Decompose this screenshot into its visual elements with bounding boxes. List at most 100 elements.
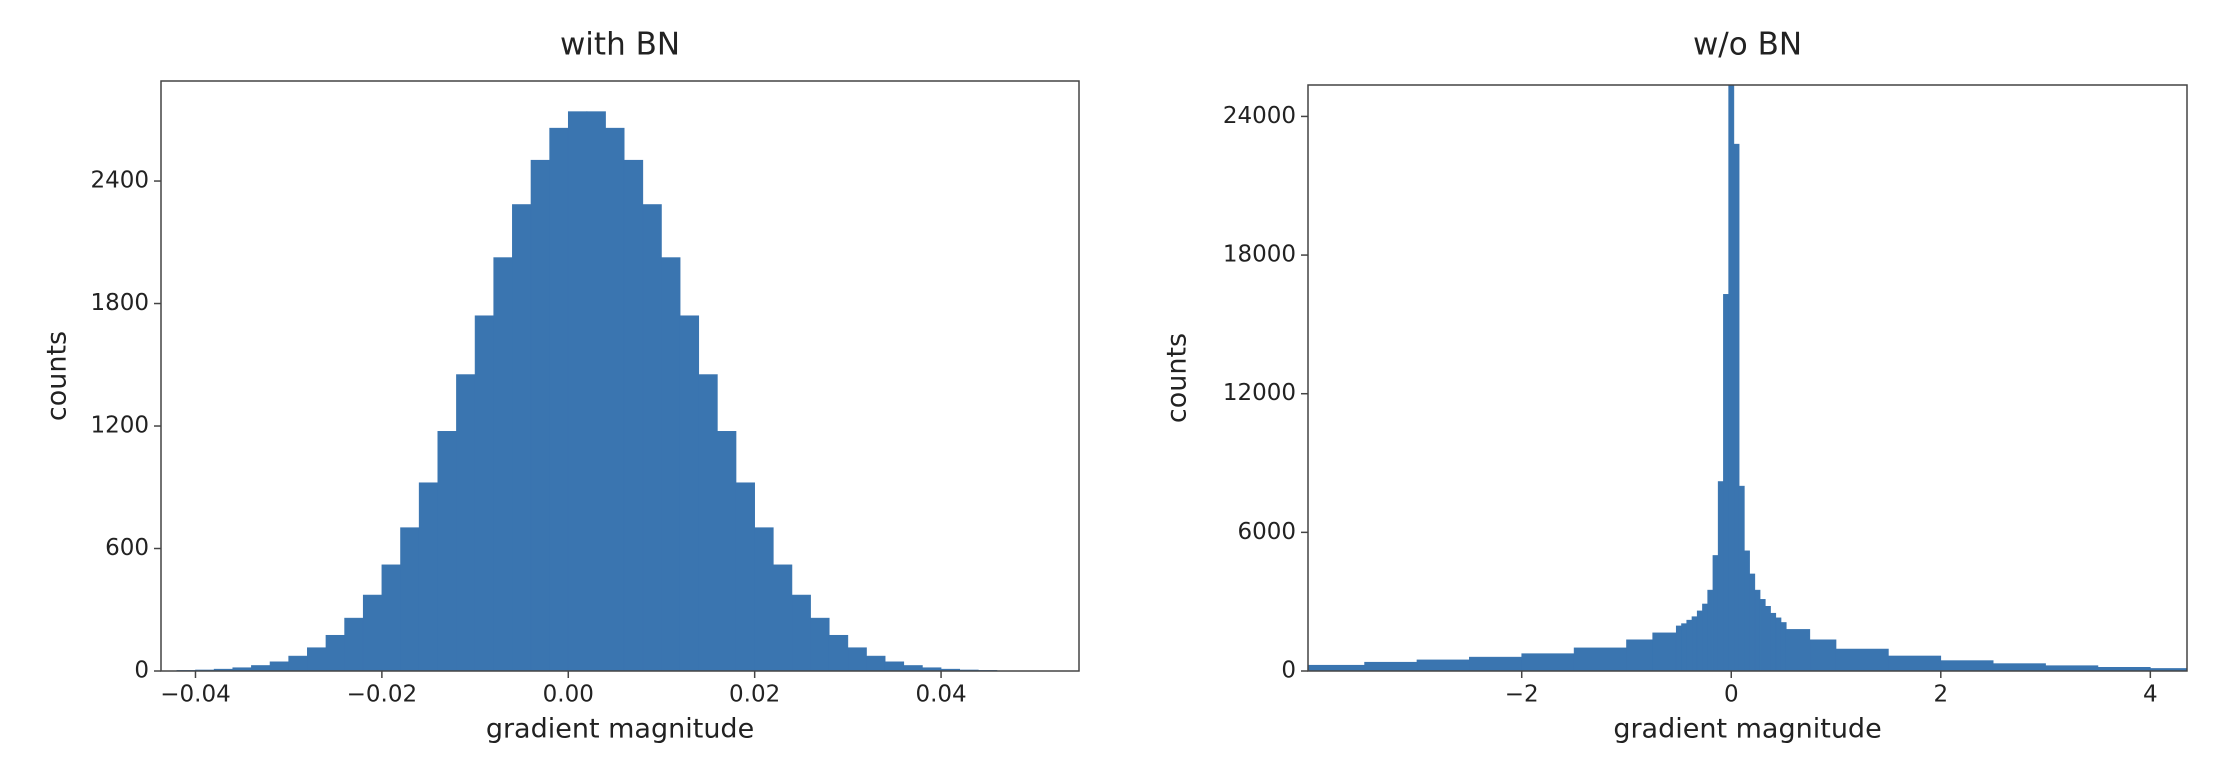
bar	[1691, 616, 1698, 671]
bar	[1765, 605, 1771, 671]
x-tick-label: 2	[1933, 682, 1948, 708]
bar	[735, 482, 755, 671]
bar	[1723, 294, 1729, 671]
y-tick-label: 0	[1281, 658, 1296, 684]
y-axis-label: counts	[42, 331, 73, 421]
bar	[866, 655, 886, 671]
bar	[1675, 625, 1682, 671]
y-tick-label: 1800	[90, 290, 149, 316]
subplot: −0.04 −0.02 0.00 0.02 0.04 0 600 1200 1800 2400 wi…	[42, 27, 1080, 745]
y-tick-label: 0	[134, 658, 149, 684]
x-tick-label: 0.02	[729, 682, 780, 708]
bar	[1573, 647, 1627, 671]
bar	[456, 374, 476, 671]
bar	[828, 634, 849, 671]
bar	[623, 159, 644, 671]
bar	[903, 665, 923, 671]
bar	[810, 617, 830, 671]
bar	[1728, 85, 1735, 671]
bar	[1992, 663, 2046, 671]
y-axis-label: counts	[1162, 333, 1193, 423]
bar	[605, 127, 625, 671]
bar	[1835, 648, 1889, 671]
bar	[530, 159, 550, 671]
y-tick-label: 1200	[90, 413, 149, 439]
bar	[1702, 603, 1708, 671]
bars	[161, 111, 1035, 671]
x-tick-label: 0	[1724, 682, 1739, 708]
bar	[437, 431, 457, 671]
bar	[661, 257, 681, 671]
bar	[1712, 555, 1719, 671]
bar	[1416, 659, 1470, 671]
bar	[381, 564, 401, 671]
bar	[1652, 632, 1677, 671]
x-tick-label: −0.04	[160, 682, 230, 708]
bar	[1809, 639, 1837, 671]
bar	[512, 204, 532, 671]
x-axis-label: gradient magnitude	[486, 714, 754, 745]
bar	[1686, 619, 1693, 671]
bar	[344, 617, 364, 671]
y-tick-label: 6000	[1237, 519, 1296, 545]
bar	[474, 315, 495, 671]
bar	[307, 647, 327, 671]
bar	[586, 111, 606, 671]
bar	[493, 257, 513, 671]
bar	[1521, 653, 1575, 671]
chart-title: w/o BN	[1693, 27, 1802, 63]
bar	[1681, 623, 1688, 671]
bar	[847, 647, 867, 671]
y-tick-label: 12000	[1223, 380, 1296, 406]
bar	[773, 564, 793, 671]
bar	[1744, 550, 1750, 671]
bar	[251, 665, 271, 671]
y-tick-label: 24000	[1223, 103, 1296, 129]
bar	[1717, 481, 1724, 671]
bars	[1308, 85, 2187, 671]
y-tick-label: 600	[105, 535, 149, 561]
bar	[362, 594, 383, 671]
x-tick-label: −0.02	[347, 682, 417, 708]
bar	[1780, 622, 1787, 671]
bar	[1364, 661, 1418, 671]
bar	[1696, 610, 1703, 671]
x-axis-label: gradient magnitude	[1613, 714, 1881, 745]
bar	[1308, 664, 1365, 671]
bar	[1775, 617, 1782, 671]
bar	[679, 315, 700, 671]
bar	[288, 655, 308, 671]
bar	[717, 431, 737, 671]
bar	[1888, 655, 1942, 671]
bar	[2045, 665, 2099, 671]
y-tick-label: 18000	[1223, 242, 1296, 268]
bar	[567, 111, 588, 671]
x-tick-label: 4	[2143, 682, 2158, 708]
bar	[1940, 660, 1994, 671]
bar	[1754, 589, 1761, 671]
bar	[1626, 639, 1653, 671]
bar	[1738, 485, 1745, 671]
bar	[1749, 573, 1756, 671]
bar	[549, 127, 569, 671]
bar	[754, 527, 774, 671]
bar	[1759, 599, 1766, 671]
bar	[698, 374, 718, 671]
bar	[400, 527, 420, 671]
subplot: −2 0 2 4 0 6000 12000 18000 24000 w/o BN gradient …	[1162, 27, 2188, 745]
plot-frame	[1307, 84, 2188, 672]
bar	[1770, 612, 1777, 671]
bar	[325, 634, 345, 671]
bar	[884, 661, 905, 671]
bar	[418, 482, 439, 671]
y-tick-label: 2400	[90, 168, 149, 194]
bar	[1785, 629, 1811, 671]
x-tick-label: −2	[1505, 682, 1539, 708]
plot-frame	[160, 80, 1080, 672]
chart-title: with BN	[560, 27, 680, 63]
bar	[791, 594, 811, 671]
bar	[642, 204, 662, 671]
x-tick-label: 0.00	[543, 682, 594, 708]
